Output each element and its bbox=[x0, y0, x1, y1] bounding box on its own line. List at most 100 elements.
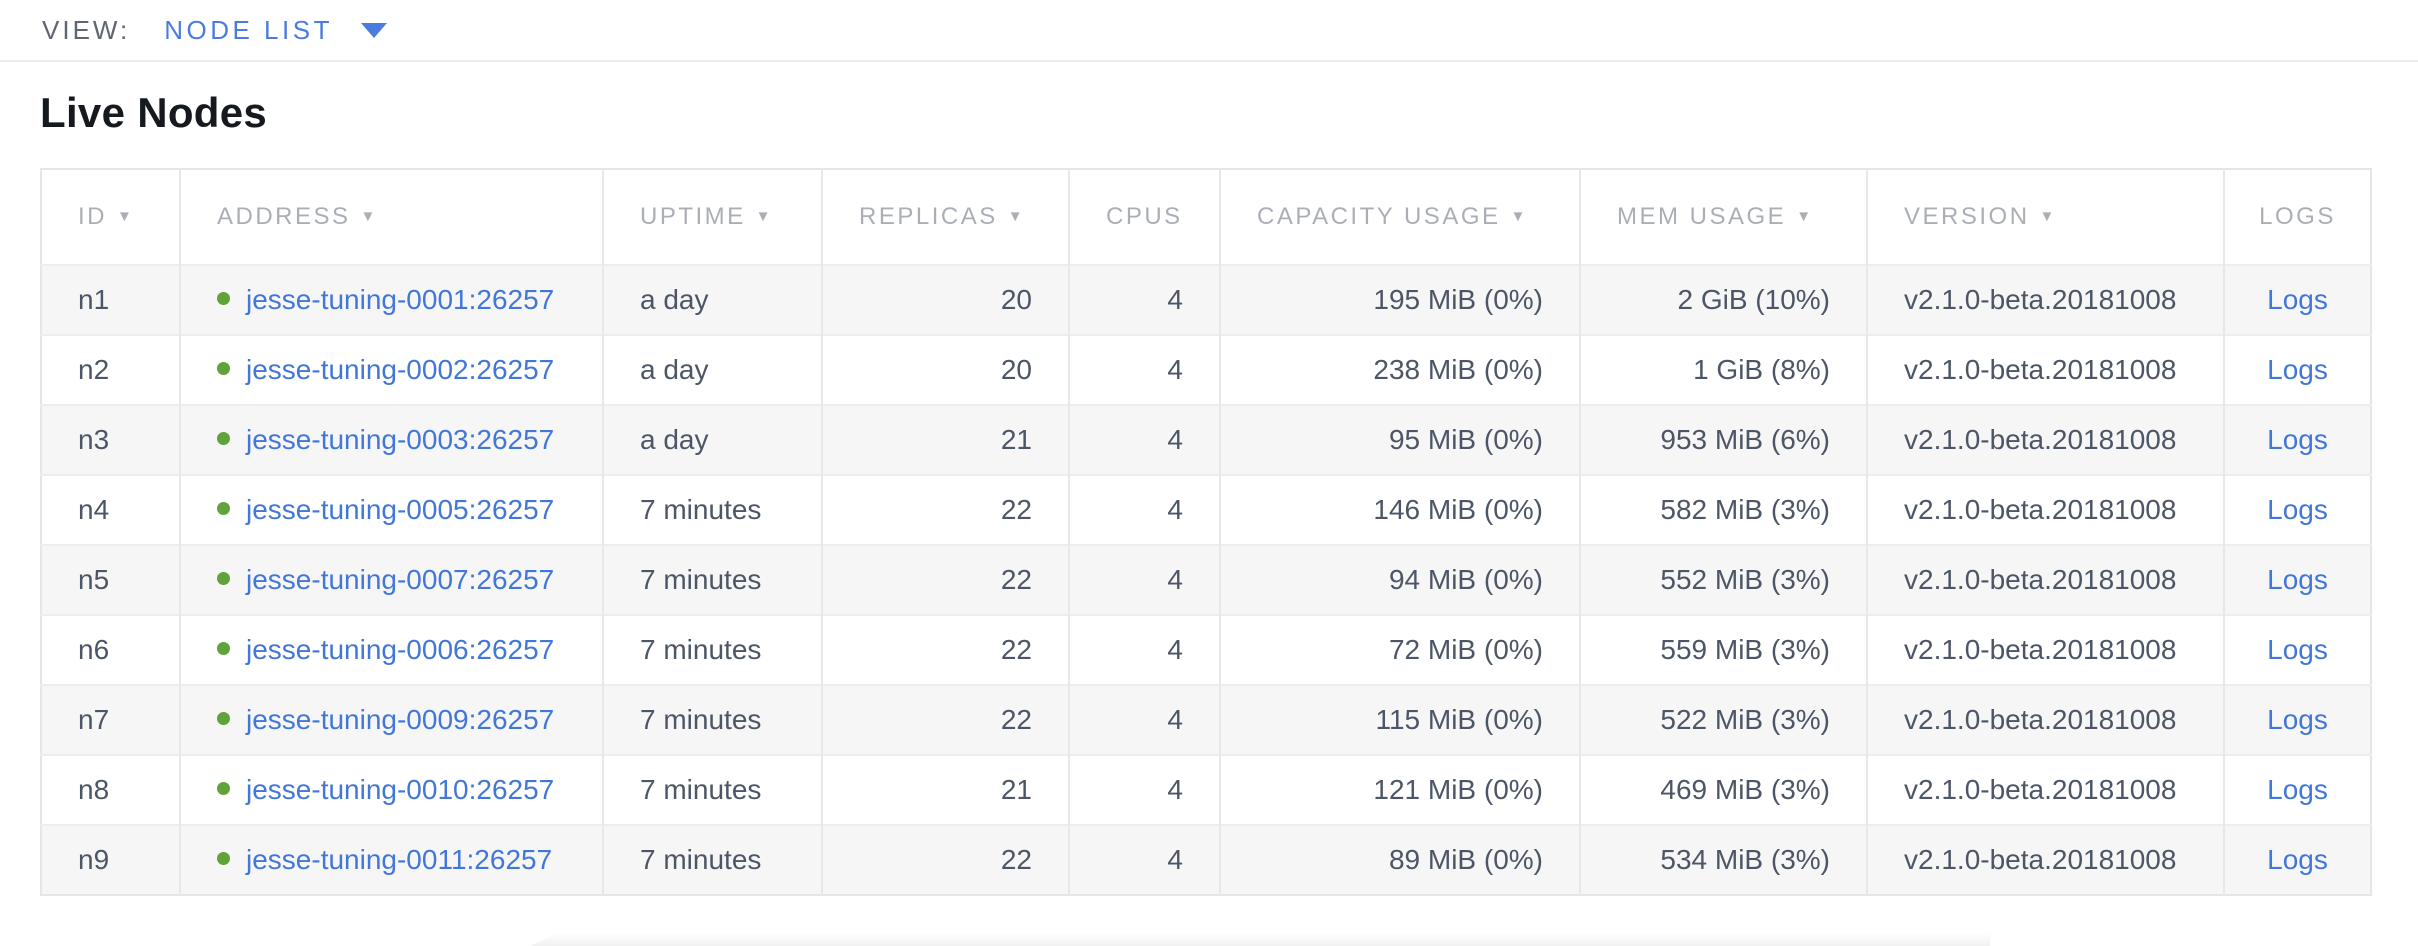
column-header-version[interactable]: VERSION ▼ bbox=[1866, 169, 2224, 265]
node-logs-link[interactable]: Logs bbox=[2267, 354, 2328, 385]
node-replicas-cell: 22 bbox=[821, 474, 1069, 545]
node-address-link[interactable]: jesse-tuning-0007:26257 bbox=[217, 564, 554, 595]
sort-arrow-icon: ▼ bbox=[2039, 208, 2057, 225]
node-address-link[interactable]: jesse-tuning-0011:26257 bbox=[217, 844, 552, 875]
view-dropdown-value[interactable]: NODE LIST bbox=[164, 14, 333, 45]
node-address-cell: jesse-tuning-0002:26257 bbox=[179, 334, 603, 405]
node-capacity-cell: 115 MiB (0%) bbox=[1219, 684, 1580, 755]
column-header-address[interactable]: ADDRESS ▼ bbox=[179, 169, 603, 265]
node-uptime-cell: a day bbox=[602, 334, 822, 405]
column-header-mem-usage[interactable]: MEM USAGE ▼ bbox=[1579, 169, 1867, 265]
node-logs-link[interactable]: Logs bbox=[2267, 284, 2328, 315]
node-logs-cell: Logs bbox=[2223, 334, 2371, 405]
node-capacity-cell: 195 MiB (0%) bbox=[1219, 264, 1580, 335]
node-logs-link[interactable]: Logs bbox=[2267, 844, 2328, 875]
node-address-link[interactable]: jesse-tuning-0001:26257 bbox=[217, 284, 554, 315]
node-id-cell: n7 bbox=[41, 684, 180, 755]
node-address-cell: jesse-tuning-0006:26257 bbox=[179, 614, 603, 685]
node-status-dot-icon bbox=[217, 782, 230, 796]
node-cpus-cell: 4 bbox=[1068, 544, 1220, 615]
node-cpus-cell: 4 bbox=[1068, 614, 1220, 685]
node-status-dot-icon bbox=[217, 362, 230, 376]
node-replicas-cell: 22 bbox=[821, 614, 1069, 685]
node-version-cell: v2.1.0-beta.20181008 bbox=[1866, 614, 2224, 685]
node-logs-cell: Logs bbox=[2223, 754, 2371, 825]
node-address-link[interactable]: jesse-tuning-0005:26257 bbox=[217, 494, 554, 525]
node-address-link[interactable]: jesse-tuning-0003:26257 bbox=[217, 424, 554, 455]
node-uptime-cell: 7 minutes bbox=[602, 754, 822, 825]
node-capacity-cell: 95 MiB (0%) bbox=[1219, 404, 1580, 475]
column-header-capacity-usage[interactable]: CAPACITY USAGE ▼ bbox=[1219, 169, 1580, 265]
node-address-cell: jesse-tuning-0005:26257 bbox=[179, 474, 603, 545]
node-logs-link[interactable]: Logs bbox=[2267, 564, 2328, 595]
node-cpus-cell: 4 bbox=[1068, 824, 1220, 895]
node-logs-link[interactable]: Logs bbox=[2267, 424, 2328, 455]
node-address-cell: jesse-tuning-0009:26257 bbox=[179, 684, 603, 755]
node-address-link[interactable]: jesse-tuning-0010:26257 bbox=[217, 774, 554, 805]
node-capacity-cell: 238 MiB (0%) bbox=[1219, 334, 1580, 405]
node-logs-cell: Logs bbox=[2223, 404, 2371, 475]
node-address-cell: jesse-tuning-0007:26257 bbox=[179, 544, 603, 615]
node-cpus-cell: 4 bbox=[1068, 684, 1220, 755]
node-replicas-cell: 20 bbox=[821, 264, 1069, 335]
sort-arrow-icon: ▼ bbox=[755, 208, 774, 225]
node-mem-cell: 559 MiB (3%) bbox=[1579, 614, 1867, 685]
view-dropdown[interactable]: NODE LIST bbox=[164, 15, 387, 46]
column-header-uptime[interactable]: UPTIME ▼ bbox=[602, 169, 822, 265]
node-address-link[interactable]: jesse-tuning-0002:26257 bbox=[217, 354, 554, 385]
table-row: n9 jesse-tuning-0011:26257 7 minutes 22 … bbox=[41, 824, 2371, 895]
node-uptime-cell: 7 minutes bbox=[602, 684, 822, 755]
column-header-id[interactable]: ID ▼ bbox=[41, 169, 180, 265]
page-title: Live Nodes bbox=[40, 89, 268, 136]
node-version-cell: v2.1.0-beta.20181008 bbox=[1866, 334, 2224, 405]
node-id-cell: n3 bbox=[41, 404, 180, 475]
node-uptime-cell: 7 minutes bbox=[602, 544, 822, 615]
node-uptime-cell: a day bbox=[602, 404, 822, 475]
node-logs-cell: Logs bbox=[2223, 614, 2371, 685]
node-status-dot-icon bbox=[217, 292, 230, 306]
main-content: Live Nodes ID ▼ ADDRESS ▼ UPTIME ▼ REPLICAS… bbox=[0, 88, 2418, 896]
node-logs-cell: Logs bbox=[2223, 474, 2371, 545]
node-replicas-cell: 20 bbox=[821, 334, 1069, 405]
column-header-replicas[interactable]: REPLICAS ▼ bbox=[821, 169, 1069, 265]
node-mem-cell: 1 GiB (8%) bbox=[1579, 334, 1867, 405]
node-status-dot-icon bbox=[217, 502, 230, 516]
table-row: n4 jesse-tuning-0005:26257 7 minutes 22 … bbox=[41, 474, 2371, 545]
node-address-cell: jesse-tuning-0010:26257 bbox=[179, 754, 603, 825]
table-row: n3 jesse-tuning-0003:26257 a day 21 4 95… bbox=[41, 404, 2371, 475]
table-row: n8 jesse-tuning-0010:26257 7 minutes 21 … bbox=[41, 754, 2371, 825]
live-nodes-table: ID ▼ ADDRESS ▼ UPTIME ▼ REPLICAS ▼ CPUS CAPA… bbox=[40, 168, 2372, 896]
node-uptime-cell: a day bbox=[602, 264, 822, 335]
caret-down-icon[interactable] bbox=[360, 22, 387, 38]
node-address-cell: jesse-tuning-0011:26257 bbox=[179, 824, 603, 895]
node-logs-link[interactable]: Logs bbox=[2267, 634, 2328, 665]
node-logs-cell: Logs bbox=[2223, 824, 2371, 895]
node-logs-link[interactable]: Logs bbox=[2267, 704, 2328, 735]
table-row: n2 jesse-tuning-0002:26257 a day 20 4 23… bbox=[41, 334, 2371, 405]
sort-arrow-icon: ▼ bbox=[1510, 208, 1528, 225]
node-cpus-cell: 4 bbox=[1068, 754, 1220, 825]
node-status-dot-icon bbox=[217, 432, 230, 446]
node-id-cell: n8 bbox=[41, 754, 180, 825]
node-logs-link[interactable]: Logs bbox=[2267, 774, 2328, 805]
table-row: n6 jesse-tuning-0006:26257 7 minutes 22 … bbox=[41, 614, 2371, 685]
node-capacity-cell: 72 MiB (0%) bbox=[1219, 614, 1580, 685]
node-id-cell: n2 bbox=[41, 334, 180, 405]
node-cpus-cell: 4 bbox=[1068, 334, 1220, 405]
node-logs-cell: Logs bbox=[2223, 264, 2371, 335]
node-status-dot-icon bbox=[217, 852, 230, 866]
node-logs-cell: Logs bbox=[2223, 544, 2371, 615]
sort-arrow-icon: ▼ bbox=[360, 208, 378, 225]
node-status-dot-icon bbox=[217, 712, 230, 726]
bottom-edge-shadow bbox=[530, 933, 1990, 946]
node-address-link[interactable]: jesse-tuning-0006:26257 bbox=[217, 634, 554, 665]
node-logs-cell: Logs bbox=[2223, 684, 2371, 755]
node-address-link[interactable]: jesse-tuning-0009:26257 bbox=[217, 704, 554, 735]
node-logs-link[interactable]: Logs bbox=[2267, 494, 2328, 525]
table-row: n5 jesse-tuning-0007:26257 7 minutes 22 … bbox=[41, 544, 2371, 615]
node-version-cell: v2.1.0-beta.20181008 bbox=[1866, 684, 2224, 755]
column-header-cpus: CPUS bbox=[1068, 169, 1220, 265]
node-address-cell: jesse-tuning-0003:26257 bbox=[179, 404, 603, 475]
node-capacity-cell: 121 MiB (0%) bbox=[1219, 754, 1580, 825]
sort-arrow-icon: ▼ bbox=[1007, 208, 1026, 225]
